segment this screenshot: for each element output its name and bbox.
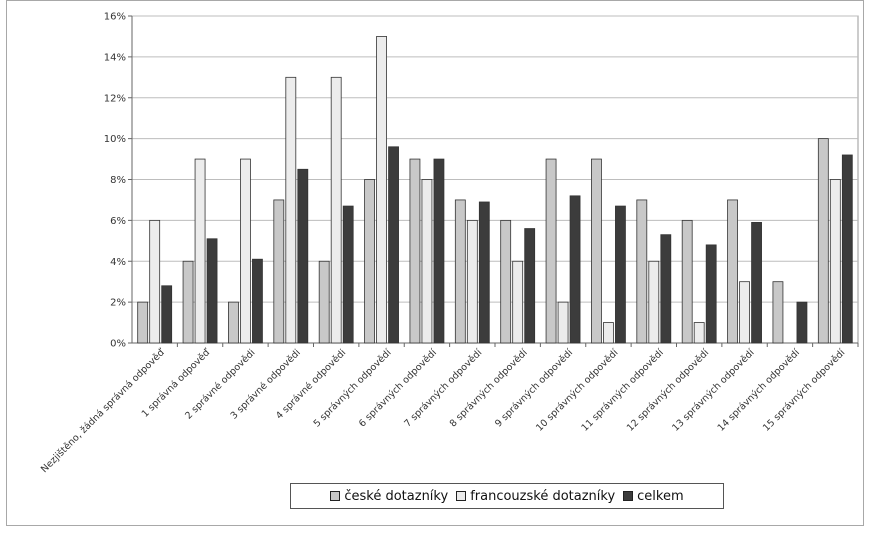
bar-francouzske (376, 36, 387, 344)
bar-celkem (297, 168, 309, 344)
bar-ceske (681, 219, 693, 344)
bar-celkem (796, 301, 808, 344)
bar-francouzske (466, 219, 478, 344)
bar-ceske (364, 179, 375, 344)
bar-celkem (252, 258, 263, 344)
legend-swatch-celkem (623, 491, 634, 501)
legend-label-ceske: české dotazníky (344, 488, 449, 504)
bar-francouzske (603, 322, 614, 344)
legend-swatch-francouzske (456, 491, 467, 501)
y-tick-label: 6% (110, 216, 126, 227)
bar-ceske (545, 158, 557, 344)
bar-celkem (388, 146, 399, 344)
bar-ceske (636, 199, 648, 344)
category-label: 11 správných odpovědí (580, 347, 667, 434)
bar-celkem (841, 154, 853, 344)
category-label: 12 správných odpovědí (625, 347, 712, 434)
y-tick-label: 0% (110, 339, 126, 350)
legend-item-ceske: české dotazníky (330, 489, 448, 504)
bar-celkem (751, 222, 762, 344)
bar-francouzske (739, 281, 750, 344)
y-tick-label: 10% (104, 134, 126, 145)
bar-francouzske (194, 158, 206, 344)
legend: české dotazníky francouzské dotazníky ce… (290, 483, 724, 509)
bar-francouzske (285, 76, 297, 344)
bar-ceske (409, 158, 421, 344)
bar-ceske (137, 301, 149, 344)
category-label: 13 správných odpovědí (670, 347, 757, 434)
bar-ceske (228, 301, 239, 344)
category-label: 10 správných odpovědí (534, 347, 621, 434)
bar-ceske (182, 260, 194, 344)
bar-ceske (772, 281, 784, 344)
bar-francouzske (557, 301, 569, 344)
bar-celkem (433, 158, 445, 344)
category-label: 9 správných odpovědí (493, 347, 575, 429)
bar-ceske (727, 199, 738, 344)
category-label: 15 správných odpovědí (761, 347, 848, 434)
bar-celkem (161, 285, 173, 344)
y-tick-label: 16% (104, 12, 126, 23)
plot-area: 0%2%4%6%8%10%12%14%16%Nezjištěno, žádná … (39, 12, 859, 475)
bar-celkem (615, 205, 626, 344)
y-tick-label: 8% (110, 175, 126, 186)
bar-celkem (705, 244, 717, 344)
category-label: 6 správných odpovědí (357, 347, 439, 429)
bar-celkem (660, 234, 672, 344)
legend-item-celkem: celkem (623, 488, 684, 504)
bar-ceske (318, 260, 330, 344)
bar-francouzske (421, 179, 433, 344)
y-tick-label: 12% (104, 93, 126, 104)
bar-francouzske (240, 158, 251, 344)
bar-celkem (342, 205, 354, 344)
bar-ceske (454, 199, 466, 344)
bar-ceske (591, 158, 602, 344)
bar-francouzske (829, 179, 841, 344)
legend-swatch-ceske (330, 491, 341, 501)
category-label: 7 správných odpovědí (402, 347, 484, 429)
bar-ceske (500, 219, 512, 344)
category-label: 8 správných odpovědí (448, 347, 530, 429)
bar-francouzske (330, 76, 342, 344)
legend-label-celkem: celkem (637, 488, 684, 504)
bar-celkem (569, 195, 581, 344)
legend-item-francouzske: francouzské dotazníky (456, 489, 615, 504)
category-label: 5 správných odpovědí (312, 347, 394, 429)
bar-celkem (478, 201, 490, 344)
y-tick-label: 14% (104, 52, 126, 63)
bar-celkem (206, 238, 218, 344)
legend-label-francouzske: francouzské dotazníky (470, 488, 616, 504)
y-tick-label: 2% (110, 298, 126, 309)
bar-francouzske (693, 322, 705, 344)
y-tick-label: 4% (110, 257, 126, 268)
bar-ceske (817, 138, 829, 344)
category-label: 14 správných odpovědí (716, 347, 803, 434)
bar-francouzske (512, 260, 524, 344)
bar-francouzske (648, 260, 660, 344)
bar-ceske (273, 199, 285, 344)
bar-celkem (524, 228, 536, 344)
bar-francouzske (149, 219, 161, 344)
